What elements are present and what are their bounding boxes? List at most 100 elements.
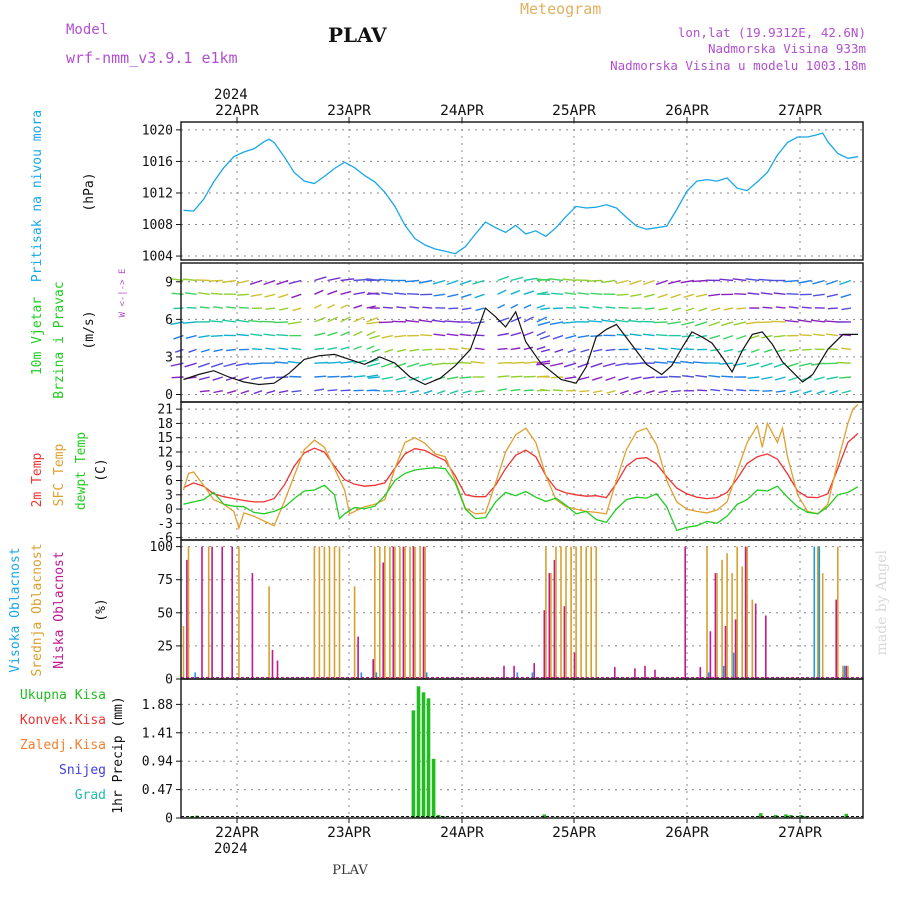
wind-barb [252, 348, 263, 351]
wind-barb [314, 289, 324, 295]
bar-niska-oblacnost [734, 619, 737, 679]
wind-barb [601, 319, 616, 323]
bar-visoka-oblacnost [813, 546, 816, 679]
wind-barb [291, 293, 302, 299]
wind-barb [171, 292, 184, 295]
wind-barb [208, 320, 223, 323]
wind-barb [839, 279, 852, 286]
model-label: Model [66, 22, 108, 38]
meteogram-title: Meteogram [520, 0, 601, 18]
wind-barb [827, 347, 838, 351]
bar-niska-oblacnost [382, 562, 384, 679]
year-label-bottom: 2024 [214, 841, 248, 857]
wind-barb [366, 345, 375, 351]
wind-barb [826, 333, 838, 337]
wind-barb [174, 348, 184, 353]
bar-srednja-oblacnost [238, 546, 240, 679]
bar-visoka-oblacnost [843, 665, 846, 679]
bar-srednja-oblacnost [404, 546, 406, 679]
wind-barb [314, 361, 329, 364]
wind-barb [459, 279, 472, 286]
wind-barb [340, 290, 352, 295]
wind-barb [655, 279, 668, 286]
legend-total-rain: Ukupna Kisa [20, 688, 106, 703]
wind-barb [251, 376, 263, 381]
x-tick-label-bottom: 23APR [327, 825, 371, 841]
y-tick-label: 0.47 [142, 783, 173, 798]
wind-barb [371, 348, 381, 353]
wind-barb [497, 347, 508, 351]
wind-barb [382, 306, 393, 309]
wind-barb [523, 389, 534, 392]
wind-barb [814, 376, 825, 381]
bar-niska-oblacnost [543, 610, 546, 679]
wind-barb [841, 347, 851, 351]
bar-ukupna-kisa [784, 814, 788, 818]
wind-barb [420, 334, 433, 337]
bar-niska-oblacnost [402, 546, 405, 679]
wind-barb [697, 389, 708, 392]
wind-barb [523, 331, 534, 337]
wind-barb [723, 307, 734, 311]
y-tick-label: 1020 [142, 123, 173, 138]
x-tick-label-bottom: 24APR [440, 825, 484, 841]
wind-barb [566, 306, 577, 309]
wind-barb [537, 321, 551, 326]
wind-barb [510, 276, 524, 282]
bar-srednja-oblacnost [550, 573, 552, 679]
wind-barb [263, 376, 276, 380]
wind-barb [745, 278, 760, 282]
wind-barb [682, 375, 694, 378]
bar-srednja-oblacnost [384, 546, 386, 679]
wind-barb [536, 360, 551, 364]
wind-barb [592, 348, 603, 353]
wind-barb [368, 292, 380, 295]
wind-barb [327, 389, 338, 392]
wind-barb [405, 279, 420, 283]
bar-niska-oblacnost [211, 546, 213, 679]
bar-srednja-oblacnost [580, 546, 582, 679]
wind-barb [763, 348, 773, 353]
wind-barb [497, 289, 507, 295]
wind-barb [698, 307, 708, 312]
bar-ukupna-kisa [411, 710, 416, 818]
wind-barb [213, 390, 223, 394]
wind-barb [353, 330, 363, 337]
wind-barb [353, 345, 362, 351]
bar-srednja-oblacnost [414, 546, 416, 679]
wind-barb [616, 293, 629, 296]
bar-ukupna-kisa [416, 686, 421, 818]
wind-barb [748, 334, 760, 340]
bar-niska-oblacnost [684, 546, 686, 679]
bar-srednja-oblacnost [419, 546, 421, 679]
wind-barb [745, 321, 760, 325]
x-tick-label-top: 22APR [215, 103, 259, 119]
wind-barb [366, 374, 379, 378]
wind-barb [340, 375, 353, 378]
wind-barb [775, 306, 786, 309]
wind-barb [762, 306, 773, 309]
wind-barb [406, 362, 420, 368]
wind-barb [395, 376, 407, 381]
series-line-sfc-temp [182, 403, 859, 531]
wind-barb [644, 347, 655, 351]
wind-barb [391, 320, 407, 323]
wind-barb [840, 293, 852, 299]
bar-niska-oblacnost [412, 546, 415, 679]
wind-barb [536, 278, 550, 282]
wind-barb [550, 362, 564, 367]
y-tick-label: 18 [157, 417, 173, 432]
wind-barb [327, 316, 338, 323]
wind-barb [816, 390, 825, 395]
wind-barb [510, 361, 525, 364]
bar-visoka-oblacnost [425, 672, 428, 679]
wind-barb [829, 390, 839, 395]
wind-barb [444, 320, 459, 323]
bar-niska-oblacnost [563, 606, 566, 679]
wind-barb [278, 307, 289, 311]
wind-barb [381, 292, 393, 295]
wind-barb [736, 334, 747, 340]
wind-barb [327, 347, 338, 351]
bar-srednja-oblacnost [590, 546, 592, 679]
